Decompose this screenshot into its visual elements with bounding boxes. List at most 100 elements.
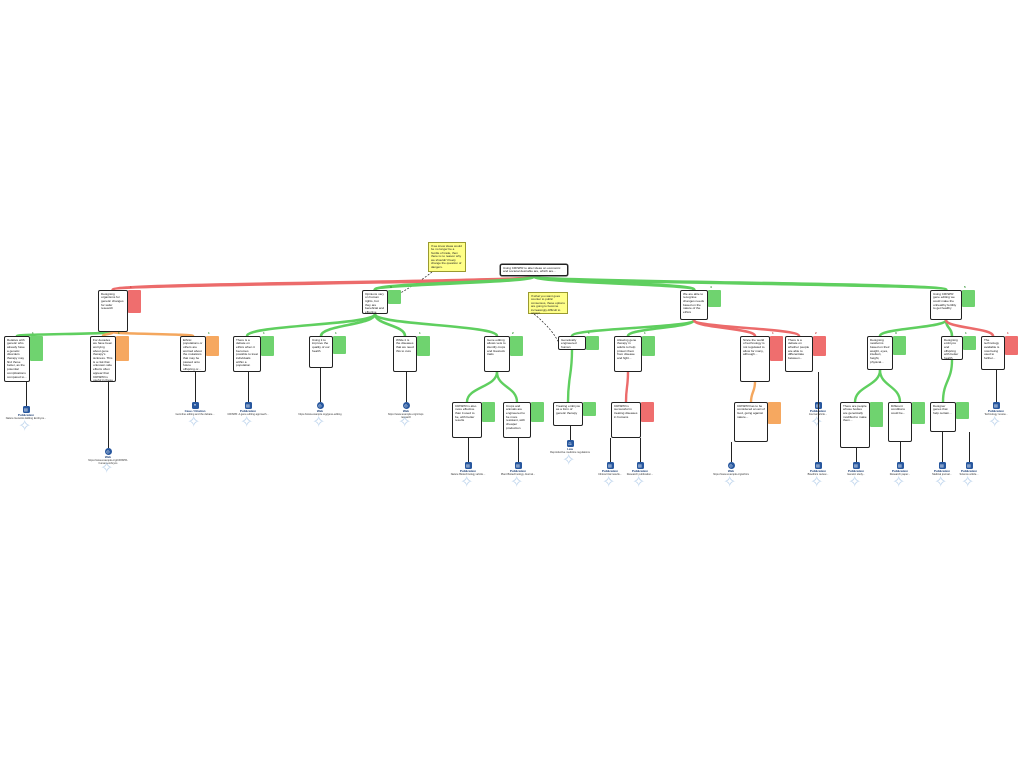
source-reference[interactable]: ▤ Publication Research publication... (618, 462, 662, 476)
source-reference[interactable]: ◎ Web https://www.example.org/crispr-resea… (384, 402, 428, 419)
vote-bar[interactable] (116, 336, 129, 362)
vote-bar[interactable] (128, 290, 141, 314)
source-description: Clinical trial results... (598, 473, 622, 477)
vote-bar[interactable] (642, 336, 655, 356)
globe-icon: ◎ (316, 402, 324, 409)
vote-bar[interactable] (333, 336, 346, 354)
vote-bar[interactable] (586, 336, 599, 350)
argument-node[interactable]: We are able to recognise changes needs b… (680, 290, 708, 320)
argument-node[interactable]: Using CRISPR gene editing we could make … (930, 290, 962, 320)
child-argument-node[interactable]: Gene editing allows vets to identify cro… (484, 336, 510, 372)
source-reference[interactable]: ◎ Web https://www.example.org/CRISPR-human… (86, 448, 130, 465)
sub-argument-node[interactable]: There are people whose bodies are geneti… (840, 402, 870, 448)
child-argument-node[interactable]: Designing embryos and offspring with bet… (941, 336, 963, 360)
source-type-label: Publication (631, 469, 649, 473)
vote-bar[interactable] (813, 336, 826, 356)
source-reference[interactable]: ⚖ Law Reproductive medicine regulations (548, 440, 592, 454)
note-box[interactable]: If what you want goes counter to public … (528, 292, 568, 315)
vote-bar[interactable] (912, 402, 925, 424)
vote-count-badge: 1 (588, 331, 590, 335)
vote-bar[interactable] (510, 336, 523, 356)
source-link (320, 368, 321, 402)
vote-count-badge: 2 (512, 331, 514, 335)
source-reference[interactable]: ▤ Publication CRISPR: A gene editing appro… (226, 402, 270, 416)
child-argument-node[interactable]: Since the world of technology is not reg… (740, 336, 770, 382)
vote-bar[interactable] (768, 402, 781, 424)
source-reference[interactable]: ▤ Publication Clinical trial results... (588, 462, 632, 476)
vote-bar[interactable] (482, 402, 495, 422)
sub-argument-node[interactable]: Different conditions could be... (888, 402, 912, 442)
child-argument-node[interactable]: Ethnic populations or others are worried… (180, 336, 206, 372)
vote-bar[interactable] (770, 336, 783, 362)
vote-bar[interactable] (641, 402, 654, 422)
watermark-icon: ✧ (312, 414, 326, 431)
child-argument-node[interactable]: Designing newborns based on their weight… (867, 336, 893, 370)
vote-count-badge: 4 (710, 285, 712, 289)
source-reference[interactable]: ▤ Publication Medical journal... (920, 462, 964, 476)
scales-icon: ⚖ (566, 440, 574, 447)
source-description: https://www.example.org/ethics (713, 473, 749, 477)
vote-bar[interactable] (531, 402, 544, 422)
vote-bar[interactable] (30, 336, 43, 362)
child-argument-node[interactable]: Using it to improve the quality of our h… (309, 336, 333, 368)
source-reference[interactable]: ▤ Publication Nature Biotechnology article… (446, 462, 490, 476)
root-claim-node[interactable]: Using CRISPR to alter ideas on economic … (500, 264, 568, 276)
vote-bar[interactable] (1005, 336, 1018, 355)
source-reference[interactable]: ▤ Publication Technology review... (974, 402, 1018, 416)
source-description: Plant Biotechnology Journal... (500, 473, 536, 477)
child-argument-node[interactable]: The technology available is now being us… (981, 336, 1005, 370)
vote-bar[interactable] (962, 290, 975, 307)
source-type-label: Case / Citation (184, 409, 206, 413)
child-argument-node[interactable]: Allowing gene therapy in adults to help … (614, 336, 642, 372)
note-box[interactable]: If we know ideas would be no longer be a… (428, 242, 466, 272)
vote-bar[interactable] (388, 290, 401, 304)
sub-argument-node[interactable]: CRISPR is also more effective than it us… (452, 402, 482, 438)
source-link (570, 426, 571, 440)
source-reference[interactable]: ▤ Publication Research paper... (878, 462, 922, 476)
source-description: Bioethics review... (807, 473, 829, 477)
vote-bar[interactable] (956, 402, 969, 419)
sub-argument-node[interactable]: Treating embryos as a form of genetic th… (553, 402, 583, 426)
globe-icon: ◎ (727, 462, 735, 469)
vote-bar[interactable] (206, 336, 219, 356)
vote-count-badge: 1 (263, 331, 265, 335)
source-reference[interactable]: ▤ Publication Nature Genetics Editing Embr… (4, 406, 48, 420)
source-reference[interactable]: ❝ Case / Citation Germline editing and the… (173, 402, 217, 416)
child-argument-node[interactable]: There is a debate on whether people are … (785, 336, 813, 372)
source-reference[interactable]: ▤ Publication Plant Biotechnology Journal.… (496, 462, 540, 476)
vote-bar[interactable] (963, 336, 976, 350)
vote-count-badge: 1 (419, 331, 421, 335)
source-link (856, 448, 857, 462)
source-link (900, 442, 901, 462)
source-type-label: Publication (987, 409, 1005, 413)
vote-bar[interactable] (893, 336, 906, 355)
document-icon: ▤ (814, 462, 822, 469)
child-argument-node[interactable]: Genetically engineered human embryos (558, 336, 586, 350)
child-argument-node[interactable]: For decades we have been worrying about … (90, 336, 116, 382)
source-reference[interactable]: ▤ Publication Science article... (947, 462, 991, 476)
sub-argument-node[interactable]: Crops and animals are engineered to be m… (503, 402, 531, 438)
argument-node[interactable]: Designing organisms for genetic changes … (98, 290, 128, 332)
source-reference[interactable]: ▤ Publication Genetic study... (834, 462, 878, 476)
sub-argument-node[interactable]: Designer genes that help certain... (930, 402, 956, 432)
source-type-label: Web (402, 409, 410, 413)
vote-bar[interactable] (261, 336, 274, 356)
vote-bar[interactable] (583, 402, 596, 416)
source-link (248, 372, 249, 402)
source-reference[interactable]: ◎ Web https://www.example.org/gene-editing (298, 402, 342, 416)
sub-argument-node[interactable]: CRISPR is successful in treating disease… (611, 402, 641, 438)
vote-bar[interactable] (708, 290, 721, 307)
argument-node[interactable]: Opinions vary on human rights, but they … (362, 290, 388, 314)
child-argument-node[interactable]: Relative with genetic who already have a… (4, 336, 30, 382)
child-argument-node[interactable]: While it is the diseases that we need th… (393, 336, 417, 372)
source-reference[interactable]: ◎ Web https://www.example.org/ethics (709, 462, 753, 476)
source-description: Nature Genetics Editing Embryos... (5, 417, 47, 421)
watermark-icon: ✧ (100, 460, 114, 477)
sub-argument-node[interactable]: CRISPR has to be considered an act of Go… (734, 402, 768, 442)
vote-bar[interactable] (870, 402, 883, 428)
vote-bar[interactable] (417, 336, 430, 356)
source-reference[interactable]: ▤ Publication Bioethics review... (796, 462, 840, 476)
support-link (373, 312, 499, 338)
child-argument-node[interactable]: There is a debate on ethics when it beco… (233, 336, 261, 372)
